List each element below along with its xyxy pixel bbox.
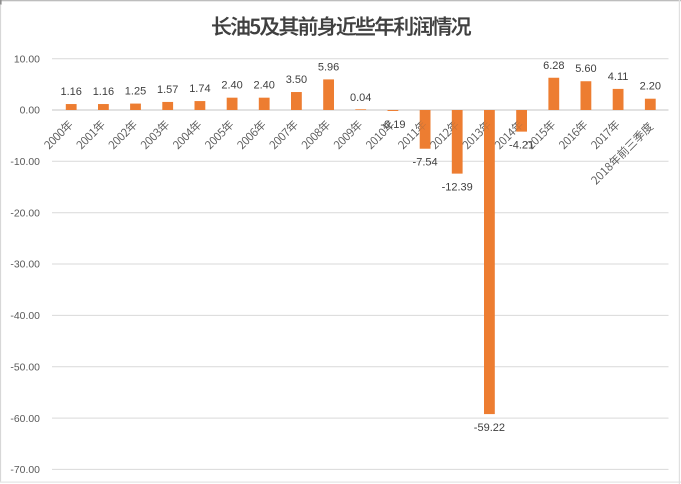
svg-text:-4.21: -4.21 (509, 140, 534, 152)
svg-text:-30.00: -30.00 (10, 260, 40, 271)
svg-text:5.60: 5.60 (575, 63, 596, 75)
svg-text:1.74: 1.74 (189, 83, 210, 95)
svg-text:1.57: 1.57 (157, 84, 178, 96)
svg-text:4.11: 4.11 (608, 71, 629, 83)
svg-text:-20.00: -20.00 (10, 208, 40, 219)
svg-text:1.25: 1.25 (125, 86, 146, 98)
svg-text:-7.54: -7.54 (413, 157, 438, 169)
svg-text:-70.00: -70.00 (10, 465, 40, 476)
svg-text:2.40: 2.40 (253, 80, 274, 92)
svg-text:-50.00: -50.00 (10, 362, 40, 373)
svg-text:2.40: 2.40 (221, 80, 242, 92)
svg-text:-60.00: -60.00 (10, 414, 40, 425)
svg-text:0.00: 0.00 (20, 106, 40, 117)
svg-text:-10.00: -10.00 (10, 157, 40, 168)
svg-text:6.28: 6.28 (543, 60, 564, 72)
svg-text:1.16: 1.16 (60, 86, 81, 98)
svg-text:1.16: 1.16 (93, 86, 114, 98)
svg-text:2.20: 2.20 (640, 81, 661, 93)
svg-text:-59.22: -59.22 (474, 422, 505, 434)
svg-text:0.04: 0.04 (350, 92, 371, 104)
svg-text:3.50: 3.50 (286, 74, 307, 86)
svg-text:10.00: 10.00 (14, 54, 40, 65)
svg-text:-40.00: -40.00 (10, 311, 40, 322)
svg-text:-0.19: -0.19 (380, 119, 405, 131)
svg-text:-12.39: -12.39 (442, 182, 473, 194)
svg-text:5.96: 5.96 (318, 61, 339, 73)
